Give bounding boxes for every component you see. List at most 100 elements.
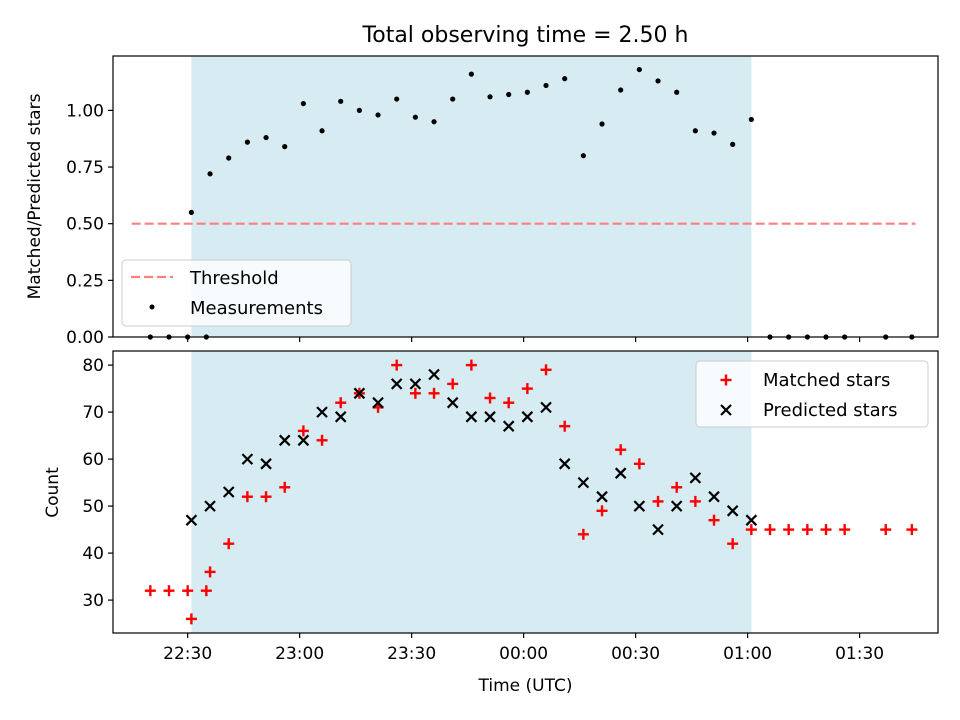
measurement-point (431, 119, 437, 125)
measurement-point (450, 96, 456, 102)
legend-matched-label: Matched stars (763, 370, 890, 391)
measurement-point (580, 153, 586, 159)
x-tick-label: 23:00 (275, 644, 324, 664)
matched-star-point (163, 585, 175, 597)
x-tick-label: 00:30 (611, 644, 660, 664)
matched-star-point (615, 444, 627, 456)
measurement-point (468, 71, 474, 77)
predicted-star-point (260, 458, 272, 470)
bottom-legend: Matched stars Predicted stars (695, 360, 929, 428)
matched-star-point (801, 524, 813, 536)
measurement-point (207, 171, 213, 177)
matched-star-point (633, 458, 645, 470)
matched-star-point (880, 524, 892, 536)
matched-star-point (671, 481, 683, 493)
y-tick-label: 30 (82, 591, 104, 611)
matched-star-point (316, 434, 328, 446)
matched-star-point (820, 524, 832, 536)
predicted-star-point (652, 523, 664, 536)
predicted-star-point (670, 500, 683, 512)
predicted-star-point (484, 411, 496, 423)
measurement-point (543, 82, 549, 89)
y-tick-label: 60 (82, 450, 104, 470)
predicted-star-point (428, 368, 440, 381)
matched-star-point (708, 514, 720, 526)
measurement-point (636, 66, 642, 73)
matched-star-point (689, 495, 701, 507)
x-tick-label: 01:00 (723, 644, 772, 664)
predicted-star-point (334, 411, 347, 423)
predicted-star-point (204, 500, 216, 512)
matched-star-point (260, 491, 272, 503)
matched-star-point (906, 524, 918, 536)
measurement-point (226, 155, 232, 161)
matched-star-point (764, 524, 776, 536)
predicted-star-point (409, 378, 422, 390)
matched-star-point (144, 585, 156, 597)
matched-star-point (428, 387, 440, 399)
matched-star-point (447, 378, 459, 390)
predicted-star-point (633, 500, 646, 512)
legend-measurements-label: Measurements (190, 298, 323, 319)
measurement-point (282, 144, 288, 150)
measurement-point (300, 100, 306, 107)
legend-predicted-label: Predicted stars (763, 400, 897, 421)
legend-matched-swatch (720, 374, 732, 386)
matched-star-point (297, 425, 309, 437)
predicted-star-point (465, 411, 478, 423)
y-tick-label: 0.50 (66, 215, 104, 235)
measurement-point (562, 76, 568, 82)
top-panel: Total observing time = 2.50 h Matched/Pr… (25, 23, 939, 348)
predicted-star-point (222, 486, 235, 498)
measurement-point (375, 112, 381, 118)
legend-matched-marker (720, 374, 732, 386)
legend-predicted-swatch (720, 404, 732, 416)
y-tick-label: 50 (82, 497, 104, 517)
predicted-star-point (185, 514, 198, 526)
matched-star-point (200, 585, 212, 597)
matched-star-point (223, 538, 235, 550)
y-tick-label: 80 (82, 356, 104, 376)
measurement-point (692, 128, 698, 134)
matched-star-point (559, 420, 571, 432)
matched-star-point (279, 481, 291, 493)
y-tick-label: 0.25 (66, 271, 104, 291)
x-tick-label: 22:30 (163, 644, 212, 664)
measurement-point (674, 89, 680, 95)
matched-star-point (783, 524, 795, 536)
measurement-point (730, 141, 736, 147)
predicted-star-point (502, 420, 515, 432)
matched-star-point (839, 524, 851, 536)
top-legend: Threshold Measurements (121, 259, 352, 327)
bottom-legend-box (695, 360, 929, 428)
predicted-star-point (558, 458, 571, 470)
matched-star-point (540, 364, 552, 376)
measurement-point (599, 121, 605, 127)
bottom-y-axis-label: Count (43, 467, 63, 518)
predicted-star-point (297, 434, 310, 447)
legend-predicted-marker (720, 404, 732, 416)
matched-star-point (727, 538, 739, 550)
x-axis-label: Time (UTC) (478, 676, 573, 696)
chart-title: Total observing time = 2.50 h (362, 23, 689, 48)
matched-star-point (185, 613, 197, 625)
x-tick-label: 23:30 (387, 644, 436, 664)
observing-window-shade (191, 351, 752, 633)
top-legend-box (121, 259, 352, 327)
x-tick-label: 00:00 (499, 644, 548, 664)
y-tick-label: 1.00 (66, 101, 104, 121)
predicted-star-point (614, 467, 627, 479)
predicted-star-point (745, 514, 758, 526)
legend-threshold-label: Threshold (189, 268, 279, 289)
y-tick-label: 0.00 (66, 328, 104, 348)
measurement-point (487, 94, 493, 100)
y-tick-label: 0.75 (66, 158, 104, 178)
predicted-star-point (316, 406, 328, 418)
matched-star-point (577, 528, 589, 540)
predicted-star-point (278, 434, 291, 447)
predicted-star-point (596, 490, 608, 503)
measurement-point (412, 114, 418, 120)
top-y-axis-label: Matched/Predicted stars (25, 93, 45, 299)
top-axes-frame (112, 55, 939, 338)
